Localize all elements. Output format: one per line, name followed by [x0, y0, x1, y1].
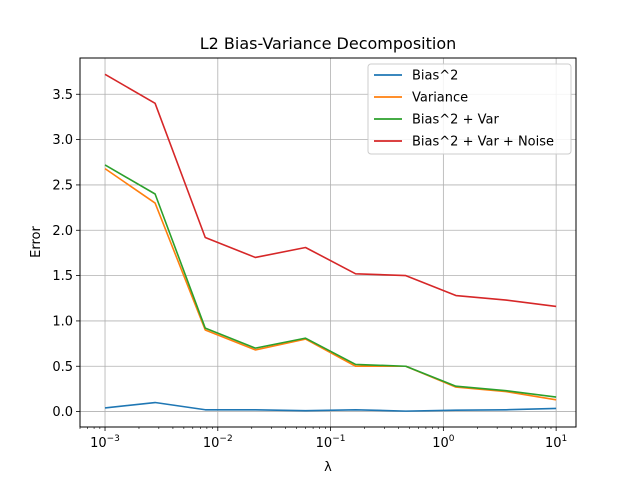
x-tick-label: 100	[432, 434, 455, 451]
series-group	[104, 73, 557, 412]
legend-label: Variance	[412, 91, 468, 106]
y-tick-label: 1.5	[52, 269, 73, 284]
y-axis-label: Error	[29, 226, 44, 258]
series-line-bias-2-var	[104, 164, 557, 398]
x-tick-label: 10−2	[203, 434, 233, 451]
legend: Bias^2 Variance Bias^2 + Var Bias^2 + Var +…	[367, 63, 572, 155]
y-tick-label: 0.0	[52, 405, 73, 420]
legend-label: Bias^2 + Var	[412, 113, 499, 128]
chart-title: L2 Bias-Variance Decomposition	[200, 34, 457, 53]
x-tick-label: 101	[545, 434, 567, 451]
plot-frame	[79, 57, 577, 428]
y-tick-label: 0.5	[52, 360, 73, 375]
y-tick-label: 2.5	[52, 178, 73, 193]
y-axis: 0.0 0.5 1.0 1.5 2.0 2.5 3.0 3.5	[52, 88, 80, 420]
y-tick-label: 3.5	[52, 88, 73, 103]
legend-box	[367, 63, 572, 155]
y-tick-label: 1.0	[52, 314, 73, 329]
x-tick-label: 10−3	[90, 434, 120, 451]
legend-label: Bias^2 + Var + Noise	[412, 135, 554, 150]
x-axis: 10−3 10−2 10−1 100 101	[79, 427, 567, 451]
series-line-bias-2	[104, 401, 557, 412]
x-tick-label: 10−1	[316, 434, 346, 451]
series-line-variance	[104, 167, 557, 401]
y-tick-label: 2.0	[52, 224, 73, 239]
x-axis-label: λ	[324, 460, 332, 475]
y-tick-label: 3.0	[52, 133, 73, 148]
legend-label: Bias^2	[412, 69, 458, 84]
series-line-bias-2-var-noise	[104, 73, 557, 308]
